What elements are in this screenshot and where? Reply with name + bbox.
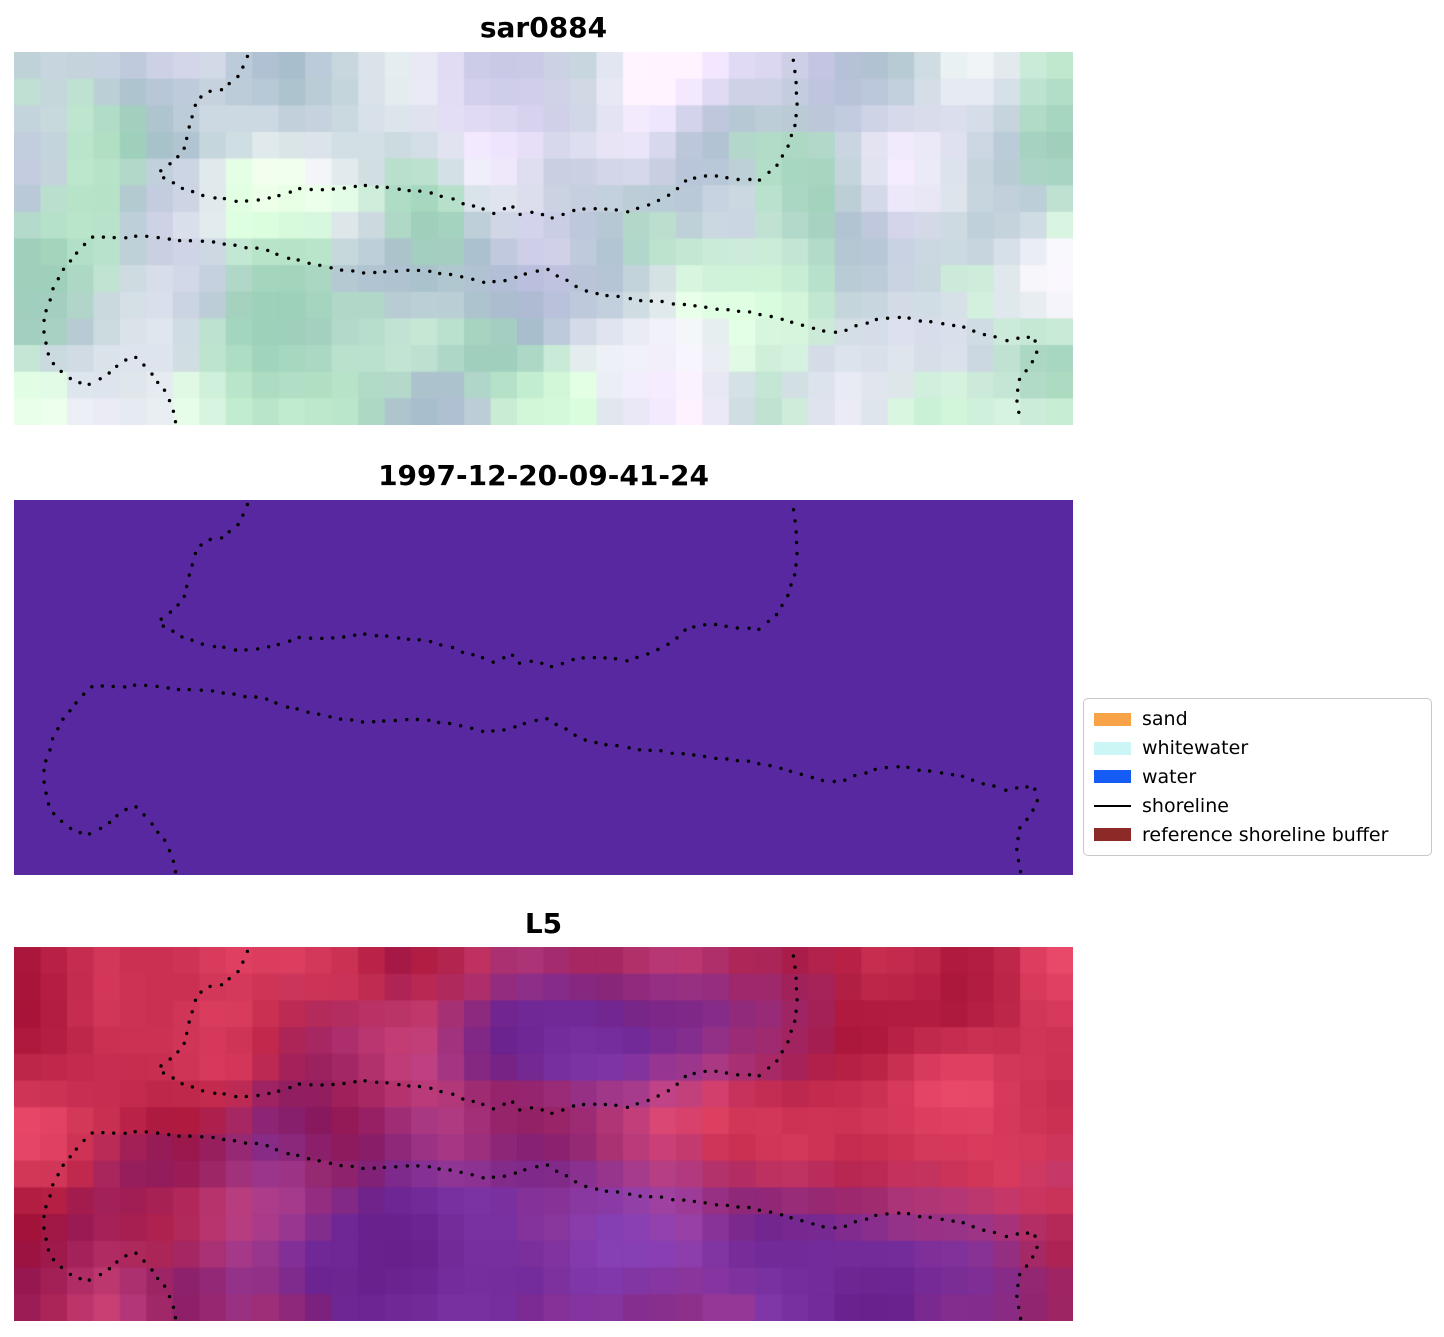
whitewater-color-swatch xyxy=(1094,741,1131,755)
l5-image-canvas xyxy=(14,947,1073,1321)
legend-label-reference-shoreline-buffer: reference shoreline buffer xyxy=(1142,823,1389,846)
panel-title-l5: L5 xyxy=(524,907,563,940)
shoreline-overlay-sar xyxy=(42,54,1039,424)
panel-title-date: 1997-12-20-09-41-24 xyxy=(378,459,709,492)
shoreline-line-swatch xyxy=(1094,804,1131,807)
shoreline-overlay-l5 xyxy=(42,949,1039,1321)
legend-item-reference-shoreline-buffer: reference shoreline buffer xyxy=(1094,820,1421,849)
sand-color-swatch xyxy=(1094,712,1131,726)
legend-label-whitewater: whitewater xyxy=(1142,737,1249,760)
panel-classified-image xyxy=(14,500,1073,875)
legend-item-shoreline: shoreline xyxy=(1094,791,1421,820)
legend-label-water: water xyxy=(1142,765,1197,788)
sar-image-canvas xyxy=(14,52,1073,425)
shoreline-overlay-classified xyxy=(42,502,1039,874)
legend-item-whitewater: whitewater xyxy=(1094,734,1421,763)
panel-sar-image xyxy=(14,52,1073,425)
legend-label-shoreline: shoreline xyxy=(1142,794,1229,817)
legend-item-water: water xyxy=(1094,763,1421,792)
legend: sand whitewater water shoreline referenc… xyxy=(1083,698,1432,856)
legend-label-sand: sand xyxy=(1142,708,1188,731)
legend-item-sand: sand xyxy=(1094,705,1421,734)
water-color-swatch xyxy=(1094,770,1131,784)
panel-l5-image xyxy=(14,947,1073,1321)
reference-shoreline-buffer-color-swatch xyxy=(1094,828,1131,842)
panel-title-sar: sar0884 xyxy=(479,11,608,44)
